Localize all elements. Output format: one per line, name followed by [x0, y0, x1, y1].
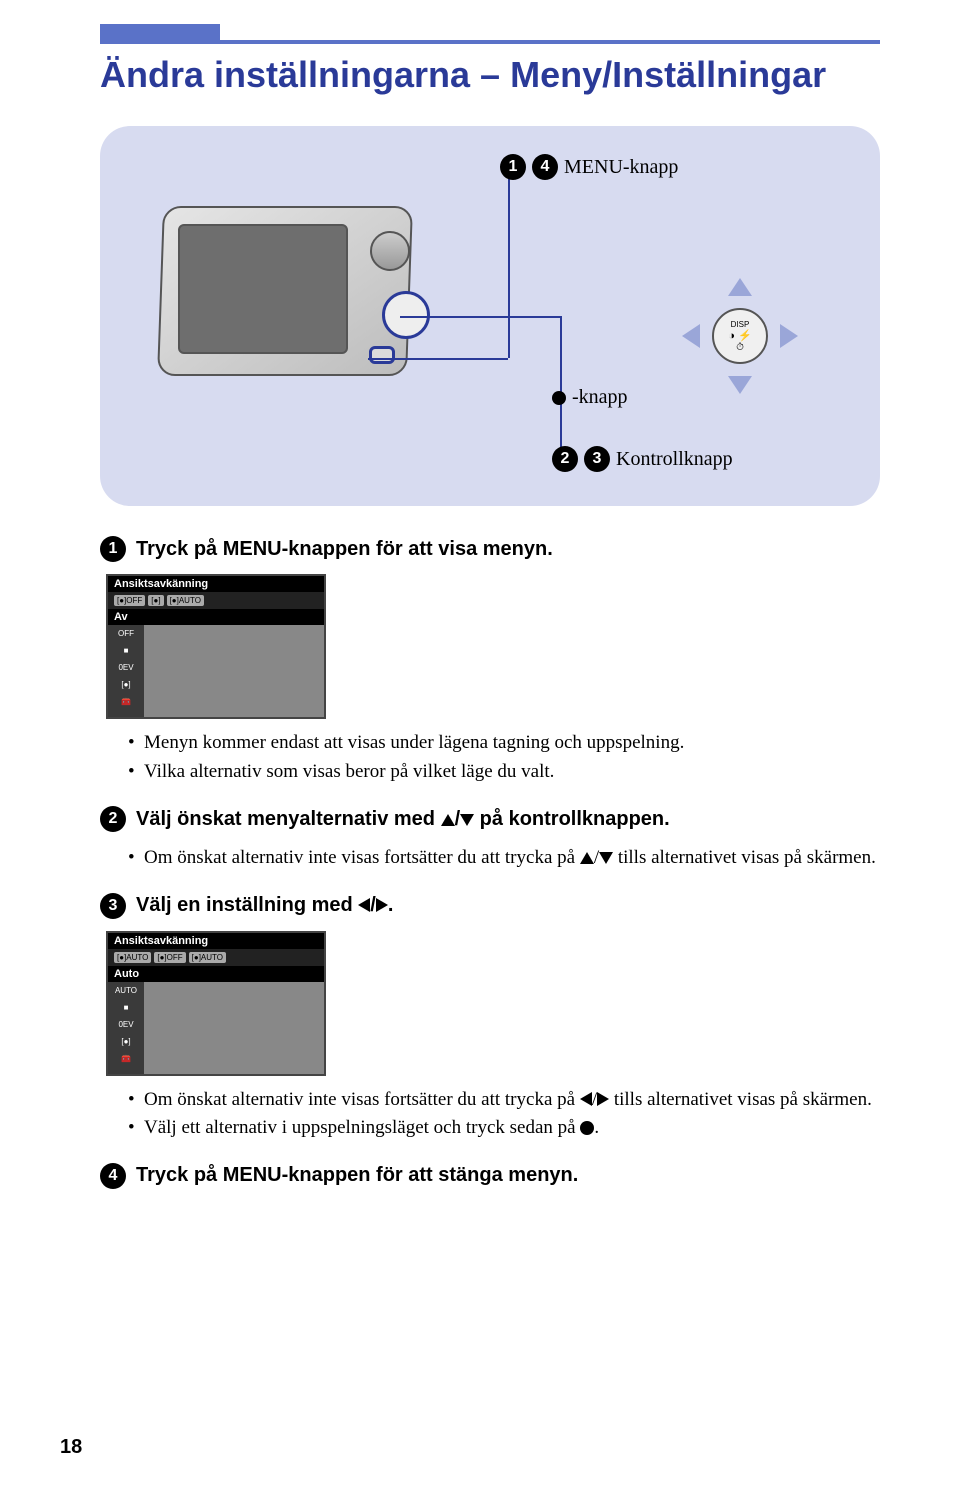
mini1-icons: [●]OFF[●][●]AUTO — [108, 592, 324, 609]
step-4-text: Tryck på MENU-knappen för att stänga men… — [136, 1164, 578, 1187]
mini1-header: Ansiktsavkänning — [108, 576, 324, 592]
label-knapp: -knapp — [552, 386, 628, 409]
accent-block — [100, 24, 220, 40]
disp-label: DISP — [731, 320, 750, 329]
mini1-image — [144, 625, 324, 717]
bullet: Om önskat alternativ inte visas fortsätt… — [128, 844, 880, 873]
arrow-up-icon — [728, 278, 752, 296]
camera-dial — [370, 231, 410, 271]
step-badge-3: 3 — [584, 446, 610, 472]
mini2-side: AUTO ■ 0EV [●] 🧰 — [108, 982, 144, 1074]
step-badge-4: 4 — [532, 154, 558, 180]
menu-knapp-text: MENU-knapp — [564, 156, 678, 179]
control-cross: DISP ◑ ⚡ ⏱ — [680, 276, 800, 396]
pointer-line — [368, 358, 508, 360]
triangle-up-icon — [580, 852, 594, 864]
step-badge-2: 2 — [552, 446, 578, 472]
menu-preview-1: Ansiktsavkänning [●]OFF[●][●]AUTO Av OFF… — [106, 574, 326, 719]
step-1-text: Tryck på MENU-knappen för att visa menyn… — [136, 538, 553, 561]
bullet: Vilka alternativ som visas beror på vilk… — [128, 758, 880, 787]
triangle-up-icon — [441, 814, 455, 826]
mini1-sub: Av — [108, 609, 324, 625]
label-menu-knapp: 1 4 MENU-knapp — [500, 154, 678, 180]
s2a: Välj önskat menyalternativ med — [136, 808, 441, 830]
step-2-text: Välj önskat menyalternativ med / på kont… — [136, 808, 670, 831]
step-badge: 4 — [100, 1163, 126, 1189]
arrow-right-icon — [780, 324, 798, 348]
step-badge: 3 — [100, 893, 126, 919]
step-4: 4 Tryck på MENU-knappen för att stänga m… — [100, 1163, 880, 1189]
center-dot-icon — [580, 1121, 594, 1135]
triangle-right-icon — [597, 1092, 609, 1106]
camera-control-highlight — [382, 291, 430, 339]
step-3-text: Välj en inställning med /. — [136, 894, 393, 917]
arrow-down-icon — [728, 376, 752, 394]
s3a: Välj en inställning med — [136, 894, 358, 916]
page-title: Ändra inställningarna – Meny/Inställning… — [100, 54, 880, 96]
mini1-side2: 0EV — [118, 663, 133, 672]
step-badge: 1 — [100, 536, 126, 562]
triangle-right-icon — [376, 898, 388, 912]
control-center: DISP ◑ ⚡ ⏱ — [712, 308, 768, 364]
s3b: . — [388, 894, 394, 916]
triangle-down-icon — [460, 814, 474, 826]
page-number: 18 — [60, 1436, 82, 1459]
mini2-side1: AUTO — [115, 986, 137, 995]
label-kontrollknapp: 2 3 Kontrollknapp — [552, 446, 733, 472]
s3b2a: Välj ett alternativ i uppspelningsläget … — [144, 1117, 580, 1138]
camera-screen — [178, 224, 348, 354]
bullet: Om önskat alternativ inte visas fortsätt… — [128, 1086, 880, 1115]
triangle-down-icon — [599, 852, 613, 864]
center-dot-icon — [552, 391, 566, 405]
step-2: 2 Välj önskat menyalternativ med / på ko… — [100, 806, 880, 832]
mini2-side2: 0EV — [118, 1020, 133, 1029]
step-1: 1 Tryck på MENU-knappen för att visa men… — [100, 536, 880, 562]
camera-illustration — [150, 196, 450, 396]
step-3: 3 Välj en inställning med /. — [100, 893, 880, 919]
mini2-sub: Auto — [108, 966, 324, 982]
bullet: Välj ett alternativ i uppspelningsläget … — [128, 1114, 880, 1143]
triangle-left-icon — [358, 898, 370, 912]
step-1-bullets: Menyn kommer endast att visas under läge… — [128, 729, 880, 786]
camera-menu-button-highlight — [369, 346, 395, 364]
mini2-icons: [●]AUTO[●]OFF[●]AUTO — [108, 949, 324, 966]
knapp-text: -knapp — [572, 386, 628, 409]
hero-panel: 1 4 MENU-knapp -knapp 2 3 Kontrollknapp … — [100, 126, 880, 506]
bullet: Menyn kommer endast att visas under läge… — [128, 729, 880, 758]
s2b1a: Om önskat alternativ inte visas fortsätt… — [144, 847, 580, 868]
mini2-image — [144, 982, 324, 1074]
pointer-line — [400, 316, 560, 318]
top-rule — [100, 40, 880, 44]
step-2-bullets: Om önskat alternativ inte visas fortsätt… — [128, 844, 880, 873]
step-badge-1: 1 — [500, 154, 526, 180]
menu-preview-2: Ansiktsavkänning [●]AUTO[●]OFF[●]AUTO Au… — [106, 931, 326, 1076]
arrow-left-icon — [682, 324, 700, 348]
triangle-left-icon — [580, 1092, 592, 1106]
kontrollknapp-text: Kontrollknapp — [616, 448, 733, 471]
mini1-side1: OFF — [118, 629, 134, 638]
mini1-side: OFF ■ 0EV [●] 🧰 — [108, 625, 144, 717]
s3b1a: Om önskat alternativ inte visas fortsätt… — [144, 1089, 580, 1110]
s2b1b: tills alternativet visas på skärmen. — [613, 847, 876, 868]
s2b: på kontrollknappen. — [474, 808, 670, 830]
pointer-line — [508, 166, 510, 358]
step-badge: 2 — [100, 806, 126, 832]
s3b2b: . — [594, 1117, 599, 1138]
mini2-header: Ansiktsavkänning — [108, 933, 324, 949]
s3b1b: tills alternativet visas på skärmen. — [609, 1089, 872, 1110]
step-3-bullets: Om önskat alternativ inte visas fortsätt… — [128, 1086, 880, 1143]
